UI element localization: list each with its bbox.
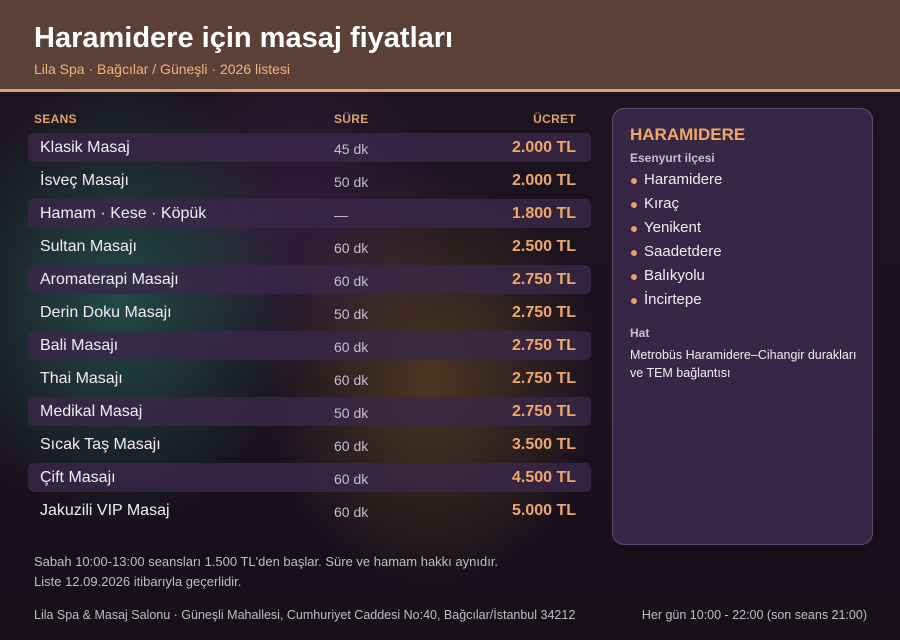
page-footer: Lila Spa & Masaj Salonu · Güneşli Mahall… [0, 596, 900, 640]
service-price: 2.000 TL [511, 172, 576, 189]
column-header-duration: SÜRE [334, 112, 369, 126]
service-price: 1.800 TL [511, 205, 576, 222]
table-row: Hamam · Kese · Köpük — 1.800 TL [28, 199, 591, 228]
transit-label: Hat [630, 326, 650, 340]
bullet-icon [631, 178, 637, 184]
table-row: Sıcak Taş Masajı 60 dk 3.500 TL [28, 430, 591, 459]
neighborhood-label: Haramidere [644, 171, 723, 188]
pricing-note: Sabah 10:00-13:00 seansları 1.500 TL'den… [34, 552, 594, 592]
pricing-note-line: Sabah 10:00-13:00 seansları 1.500 TL'den… [34, 554, 499, 569]
service-duration: 50 dk [334, 174, 369, 190]
service-name: Medikal Masaj [40, 403, 143, 420]
column-header-price: ÜCRET [533, 112, 576, 126]
district-panel: HARAMIDERE Esenyurt ilçesi Haramidere Kır… [612, 108, 873, 545]
service-price: 4.500 TL [511, 469, 576, 486]
table-row: Sultan Masajı 60 dk 2.500 TL [28, 232, 591, 261]
service-name: Sıcak Taş Masajı [40, 436, 161, 453]
neighborhood-item: Balıkyolu [630, 267, 722, 291]
service-duration: 60 dk [334, 273, 369, 289]
service-duration: 60 dk [334, 471, 369, 487]
page-header: Haramidere için masaj fiyatları Lila Spa… [0, 0, 900, 89]
service-duration: 60 dk [334, 339, 369, 355]
neighborhood-item: Yenikent [630, 219, 722, 243]
table-row: İsveç Masajı 50 dk 2.000 TL [28, 166, 591, 195]
service-price: 2.750 TL [511, 403, 576, 420]
service-name: Çift Masajı [40, 469, 116, 486]
table-row: Derin Doku Masajı 50 dk 2.750 TL [28, 298, 591, 327]
service-price: 5.000 TL [511, 502, 576, 519]
service-name: Aromaterapi Masajı [40, 271, 179, 288]
neighborhood-label: Balıkyolu [644, 267, 705, 284]
service-price: 2.500 TL [511, 238, 576, 255]
neighborhood-list: Haramidere Kıraç Yenikent Saadetdere Balıkyo… [630, 171, 722, 315]
header-divider [0, 89, 900, 92]
neighborhood-label: İncirtepe [644, 291, 702, 308]
neighborhood-item: Kıraç [630, 195, 722, 219]
bullet-icon [631, 298, 637, 304]
service-name: Derin Doku Masajı [40, 304, 172, 321]
service-duration: — [334, 207, 348, 223]
table-row: Jakuzili VIP Masaj 60 dk 5.000 TL [28, 496, 591, 525]
service-name: Sultan Masajı [40, 238, 137, 255]
page-title: Haramidere için masaj fiyatları [34, 22, 454, 54]
service-duration: 50 dk [334, 405, 369, 421]
transit-text: Metrobüs Haramidere–Cihangir durakları v… [630, 348, 857, 380]
table-row: Thai Masajı 60 dk 2.750 TL [28, 364, 591, 393]
service-name: Hamam · Kese · Köpük [40, 205, 207, 222]
service-name: Thai Masajı [40, 370, 123, 387]
page-subtitle: Lila Spa · Bağcılar / Güneşli · 2026 lis… [34, 61, 291, 77]
bullet-icon [631, 274, 637, 280]
price-table: Klasik Masaj 45 dk 2.000 TL İsveç Masajı 50 … [28, 133, 591, 529]
bullet-icon [631, 250, 637, 256]
service-duration: 60 dk [334, 504, 369, 520]
pricing-note-line: Liste 12.09.2026 itibarıyla geçerlidir. [34, 574, 242, 589]
column-header-name: SEANS [34, 112, 77, 126]
service-price: 2.750 TL [511, 370, 576, 387]
service-name: Bali Masajı [40, 337, 119, 354]
service-name: Jakuzili VIP Masaj [40, 502, 170, 519]
service-price: 2.750 TL [511, 337, 576, 354]
neighborhood-item: Saadetdere [630, 243, 722, 267]
neighborhood-item: Haramidere [630, 171, 722, 195]
neighborhood-item: İncirtepe [630, 291, 722, 315]
neighborhood-label: Yenikent [644, 219, 701, 236]
service-duration: 50 dk [334, 306, 369, 322]
table-row: Bali Masajı 60 dk 2.750 TL [28, 331, 591, 360]
service-duration: 60 dk [334, 240, 369, 256]
service-duration: 60 dk [334, 372, 369, 388]
neighborhood-label: Saadetdere [644, 243, 722, 260]
service-price: 2.750 TL [511, 304, 576, 321]
footer-address: Lila Spa & Masaj Salonu · Güneşli Mahall… [34, 608, 576, 622]
service-price: 2.750 TL [511, 271, 576, 288]
service-price: 2.000 TL [511, 139, 576, 156]
table-row: Çift Masajı 60 dk 4.500 TL [28, 463, 591, 492]
table-row: Medikal Masaj 50 dk 2.750 TL [28, 397, 591, 426]
service-name: Klasik Masaj [40, 139, 130, 156]
service-duration: 60 dk [334, 438, 369, 454]
panel-subtitle: Esenyurt ilçesi [630, 151, 715, 165]
bullet-icon [631, 226, 637, 232]
panel-title: HARAMIDERE [630, 125, 746, 144]
footer-hours: Her gün 10:00 - 22:00 (son seans 21:00) [641, 608, 867, 622]
service-price: 3.500 TL [511, 436, 576, 453]
table-row: Klasik Masaj 45 dk 2.000 TL [28, 133, 591, 162]
neighborhood-label: Kıraç [644, 195, 680, 212]
service-duration: 45 dk [334, 141, 369, 157]
service-name: İsveç Masajı [40, 172, 129, 189]
table-row: Aromaterapi Masajı 60 dk 2.750 TL [28, 265, 591, 294]
bullet-icon [631, 202, 637, 208]
